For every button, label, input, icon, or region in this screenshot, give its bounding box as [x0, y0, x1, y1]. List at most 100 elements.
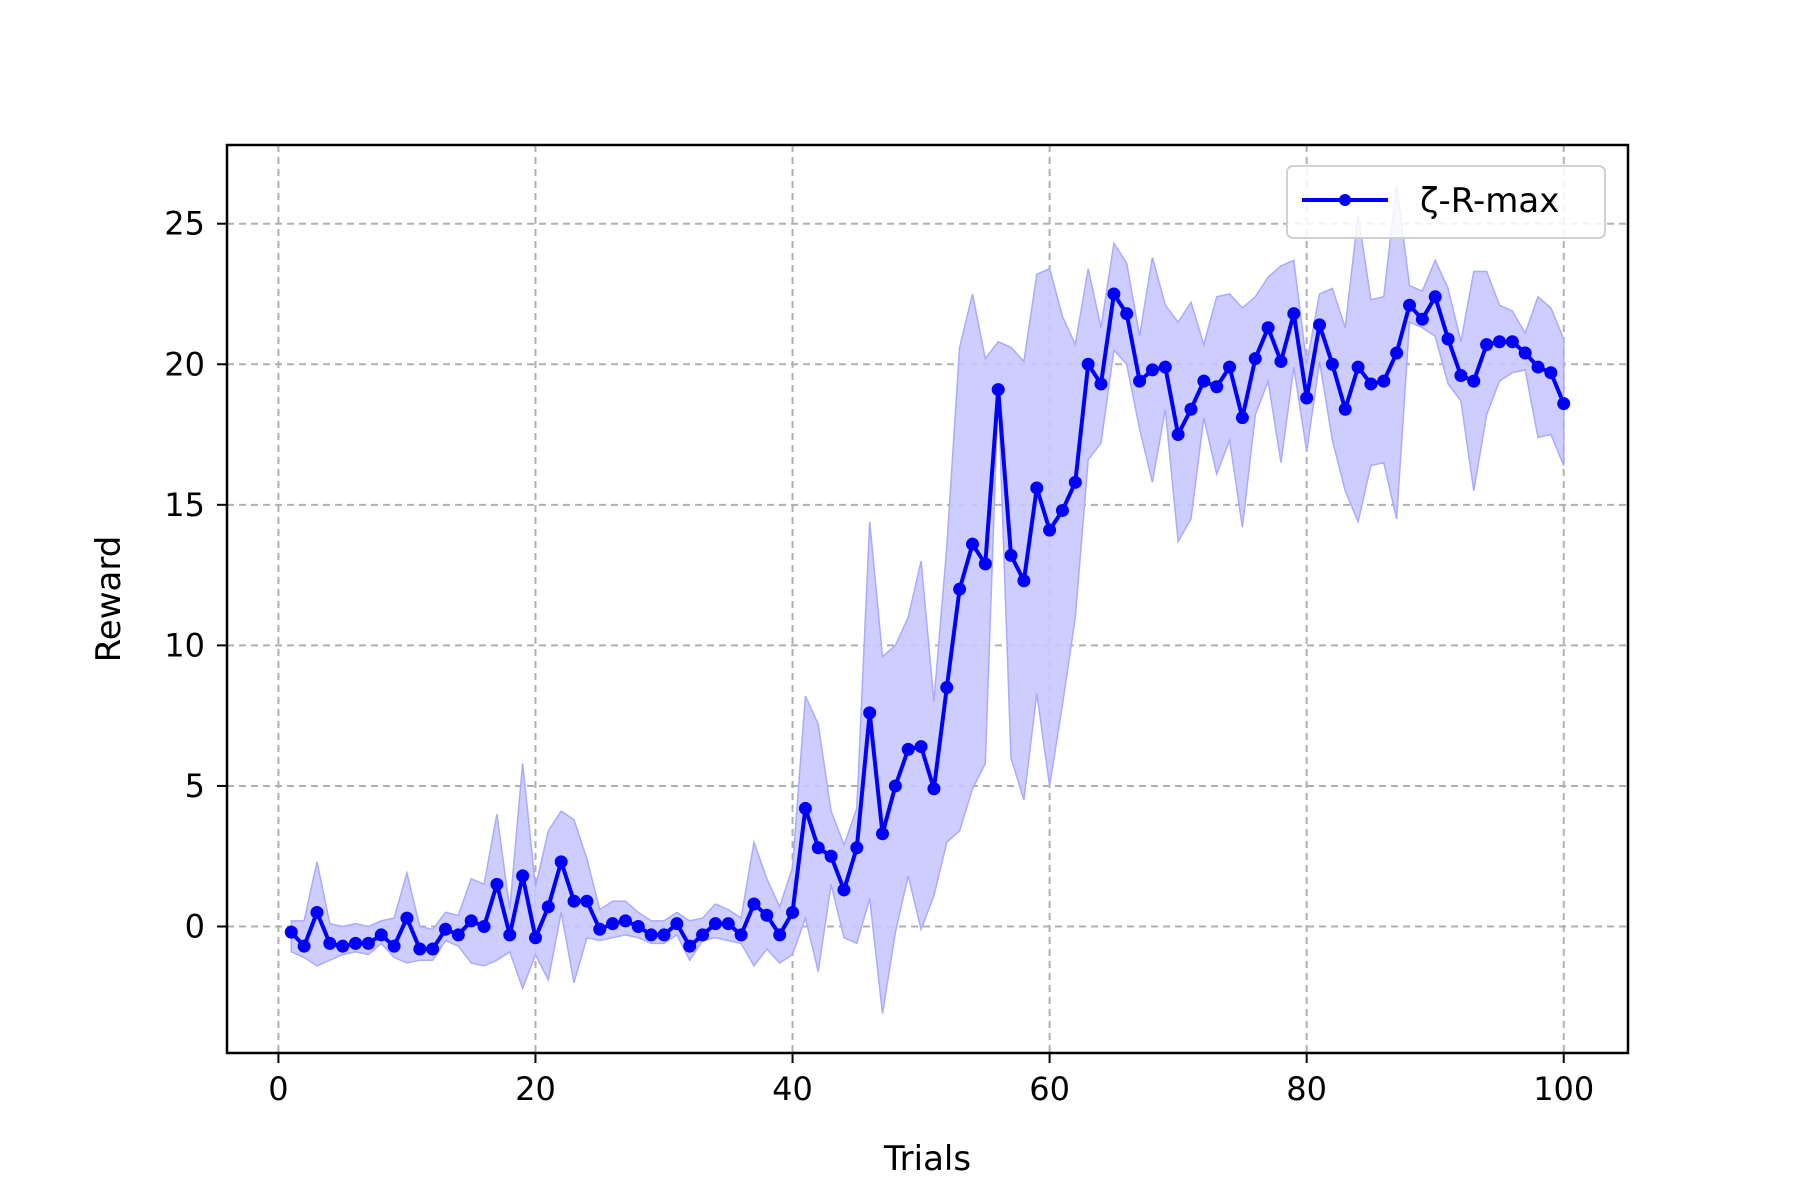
data-point [631, 919, 645, 933]
data-point [1454, 369, 1468, 383]
data-point [554, 855, 568, 869]
x-tick-label-80: 80 [1286, 1070, 1327, 1108]
data-point [1145, 363, 1159, 377]
data-point [400, 911, 414, 925]
data-point [516, 869, 530, 883]
y-tick-label-20: 20 [164, 345, 205, 383]
data-point [1248, 352, 1262, 366]
data-point [1184, 402, 1198, 416]
data-point [940, 681, 954, 695]
data-point [528, 931, 542, 945]
data-point [1415, 312, 1429, 326]
data-point [387, 939, 401, 953]
data-point [1055, 503, 1069, 517]
data-point [297, 939, 311, 953]
data-point [374, 928, 388, 942]
data-point [670, 917, 684, 931]
data-point [1557, 397, 1571, 411]
data-point [888, 779, 902, 793]
data-point [1402, 298, 1416, 312]
data-point [1338, 402, 1352, 416]
y-axis-ticks: 0 5 10 15 20 25 [164, 205, 227, 945]
data-point [1441, 332, 1455, 346]
data-point [901, 742, 915, 756]
data-point [1261, 321, 1275, 335]
data-point [786, 905, 800, 919]
data-point [426, 942, 440, 956]
series-points-layer [284, 287, 1571, 956]
grid-lines [227, 145, 1628, 1053]
data-point [978, 557, 992, 571]
data-point [1171, 428, 1185, 442]
y-tick-label-25: 25 [164, 205, 205, 243]
data-point [824, 849, 838, 863]
data-point [336, 939, 350, 953]
x-tick-label-60: 60 [1029, 1070, 1070, 1108]
data-point [503, 928, 517, 942]
data-point [1120, 307, 1134, 321]
legend: ζ-R-max [1286, 165, 1606, 239]
data-point [1390, 346, 1404, 360]
x-axis-ticks: 0 20 40 60 80 100 [268, 1053, 1594, 1108]
data-point [1544, 366, 1558, 380]
data-point [760, 908, 774, 922]
data-point [721, 917, 735, 931]
data-point [1377, 374, 1391, 388]
x-tick-label-0: 0 [268, 1070, 288, 1108]
data-point [683, 939, 697, 953]
data-point [1274, 354, 1288, 368]
legend-entry-label: ζ-R-max [1420, 181, 1559, 221]
confidence-band-layer [290, 184, 1565, 1014]
data-point [1004, 548, 1018, 562]
legend-box [1286, 165, 1606, 239]
data-point [811, 841, 825, 855]
data-point [1223, 360, 1237, 374]
data-point [1364, 377, 1378, 391]
data-point [991, 383, 1005, 397]
data-point [1287, 307, 1301, 321]
data-point [349, 936, 363, 950]
data-point [1480, 338, 1494, 352]
confidence-band [290, 184, 1565, 1014]
data-point [953, 582, 967, 596]
data-point [1325, 357, 1339, 371]
data-point [1531, 360, 1545, 374]
data-point [734, 928, 748, 942]
data-point [850, 841, 864, 855]
data-point [1068, 475, 1082, 489]
data-point [464, 914, 478, 928]
data-point [1107, 287, 1121, 301]
data-point [477, 919, 491, 933]
data-point [747, 897, 761, 911]
data-point [361, 936, 375, 950]
data-point [798, 801, 812, 815]
data-point [1467, 374, 1481, 388]
data-point [1300, 391, 1314, 405]
data-point [593, 922, 607, 936]
data-point [965, 537, 979, 551]
data-point [1043, 523, 1057, 537]
series-line [289, 292, 1566, 951]
data-point [1210, 380, 1224, 394]
data-point [1158, 360, 1172, 374]
data-point [451, 928, 465, 942]
data-point [1133, 374, 1147, 388]
data-point [696, 928, 710, 942]
y-tick-label-0: 0 [185, 907, 205, 945]
data-point [1235, 411, 1249, 425]
data-point [1197, 374, 1211, 388]
data-point [567, 894, 581, 908]
data-point [618, 914, 632, 928]
data-point [1351, 360, 1365, 374]
data-point [644, 928, 658, 942]
data-point [1518, 346, 1532, 360]
x-tick-label-20: 20 [515, 1070, 556, 1108]
data-point [1313, 318, 1327, 332]
x-axis-title: Trials [883, 1139, 971, 1179]
data-point [323, 936, 337, 950]
data-point [310, 905, 324, 919]
data-point [439, 922, 453, 936]
x-tick-label-40: 40 [772, 1070, 813, 1108]
data-point [1081, 357, 1095, 371]
